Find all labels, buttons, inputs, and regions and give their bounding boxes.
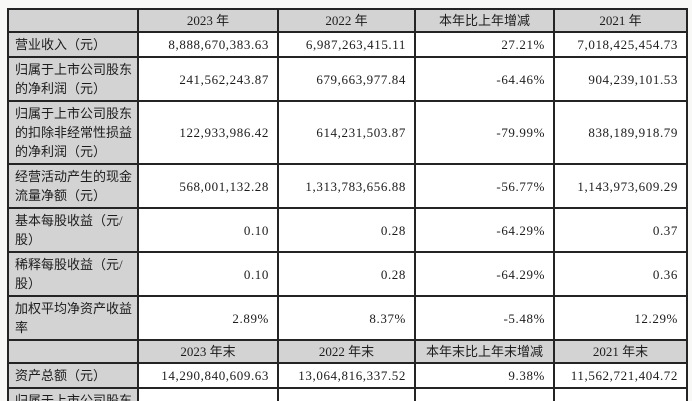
value-cell: 0.10 [137, 251, 279, 297]
table-row-net-profit: 归属于上市公司股东的净利润（元） 241,562,243.87 679,663,… [7, 56, 688, 102]
value-cell: 14,290,840,609.63 [137, 362, 279, 389]
column-header-2022: 2022 年 [277, 8, 416, 33]
blank-corner-cell [7, 8, 139, 33]
column-header-yoy-change: 本年比上年增减 [414, 8, 555, 33]
row-label: 归属于上市公司股东的净利润（元） [7, 56, 139, 102]
value-cell: 0.28 [277, 251, 416, 297]
period-header-row: 2023 年 2022 年 本年比上年增减 2021 年 [7, 8, 688, 33]
value-cell: 12.29% [553, 295, 688, 341]
value-cell: 0.36 [553, 251, 688, 297]
value-cell: 7,018,425,454.73 [553, 31, 688, 58]
row-label: 加权平均净资产收益率 [7, 295, 139, 341]
value-cell: 904,239,101.53 [553, 56, 688, 102]
row-label: 基本每股收益（元/股） [7, 207, 139, 253]
value-cell: 838,189,918.79 [553, 100, 688, 165]
row-label: 归属于上市公司股东的扣除非经常性损益的净利润（元） [7, 100, 139, 165]
value-cell: 7,703,190,765.92 [553, 387, 688, 401]
value-cell: -5.48% [414, 295, 555, 341]
value-cell: 0.28 [277, 207, 416, 253]
value-cell: 0.37 [553, 207, 688, 253]
table-row-diluted-eps: 稀释每股收益（元/股） 0.10 0.28 -64.29% 0.36 [7, 251, 688, 297]
table-row-operating-cash-flow: 经营活动产生的现金流量净额（元） 568,001,132.28 1,313,78… [7, 163, 688, 209]
row-label: 资产总额（元） [7, 362, 139, 389]
value-cell: 13,064,816,337.52 [277, 362, 416, 389]
table-row-revenue: 营业收入（元） 8,888,670,383.63 6,987,263,415.1… [7, 31, 688, 58]
value-cell: -0.02% [414, 387, 555, 401]
value-cell: -79.99% [414, 100, 555, 165]
period-end-header-row: 2023 年末 2022 年末 本年末比上年末增减 2021 年末 [7, 339, 688, 364]
value-cell: 27.21% [414, 31, 555, 58]
key-financials-table: 2023 年 2022 年 本年比上年增减 2021 年 营业收入（元） 8,8… [7, 8, 688, 401]
value-cell: 122,933,986.42 [137, 100, 279, 165]
row-label: 经营活动产生的现金流量净额（元） [7, 163, 139, 209]
value-cell: -64.29% [414, 207, 555, 253]
value-cell: 8,266,480,813.46 [277, 387, 416, 401]
value-cell: 8,888,670,383.63 [137, 31, 279, 58]
value-cell: 568,001,132.28 [137, 163, 279, 209]
row-label: 营业收入（元） [7, 31, 139, 58]
table-row-net-profit-excl-nonrecurring: 归属于上市公司股东的扣除非经常性损益的净利润（元） 122,933,986.42… [7, 100, 688, 165]
row-label: 稀释每股收益（元/股） [7, 251, 139, 297]
value-cell: -64.29% [414, 251, 555, 297]
column-header-2022-end: 2022 年末 [277, 339, 416, 364]
value-cell: 2.89% [137, 295, 279, 341]
column-header-yoy-end-change: 本年末比上年末增减 [414, 339, 555, 364]
blank-corner-cell [7, 339, 139, 364]
table-row-basic-eps: 基本每股收益（元/股） 0.10 0.28 -64.29% 0.37 [7, 207, 688, 253]
value-cell: -64.46% [414, 56, 555, 102]
table-row-net-assets: 归属于上市公司股东的净资产（元） 8,264,856,297.20 8,266,… [7, 387, 688, 401]
value-cell: 1,143,973,609.29 [553, 163, 688, 209]
value-cell: 614,231,503.87 [277, 100, 416, 165]
column-header-2021-end: 2021 年末 [553, 339, 688, 364]
row-label: 归属于上市公司股东的净资产（元） [7, 387, 139, 401]
column-header-2021: 2021 年 [553, 8, 688, 33]
column-header-2023-end: 2023 年末 [137, 339, 279, 364]
value-cell: -56.77% [414, 163, 555, 209]
table-row-total-assets: 资产总额（元） 14,290,840,609.63 13,064,816,337… [7, 362, 688, 389]
value-cell: 6,987,263,415.11 [277, 31, 416, 58]
value-cell: 8,264,856,297.20 [137, 387, 279, 401]
table-row-weighted-avg-roe: 加权平均净资产收益率 2.89% 8.37% -5.48% 12.29% [7, 295, 688, 341]
value-cell: 241,562,243.87 [137, 56, 279, 102]
value-cell: 9.38% [414, 362, 555, 389]
value-cell: 0.10 [137, 207, 279, 253]
value-cell: 1,313,783,656.88 [277, 163, 416, 209]
value-cell: 8.37% [277, 295, 416, 341]
value-cell: 11,562,721,404.72 [553, 362, 688, 389]
value-cell: 679,663,977.84 [277, 56, 416, 102]
column-header-2023: 2023 年 [137, 8, 279, 33]
